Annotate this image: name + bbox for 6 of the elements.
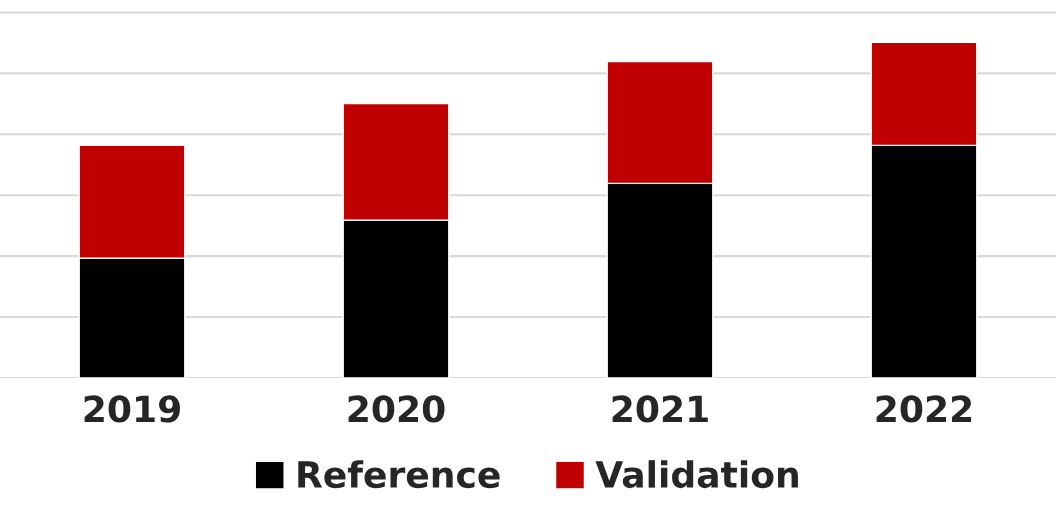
x-tick-label: 2020 (348, 395, 445, 423)
x-tick-label: 2021 (612, 395, 708, 423)
x-tick-label: 2019 (84, 395, 180, 423)
legend-label: Reference (298, 460, 500, 489)
x-tick-label: 2022 (876, 395, 972, 423)
legend-label: Validation (595, 460, 798, 489)
